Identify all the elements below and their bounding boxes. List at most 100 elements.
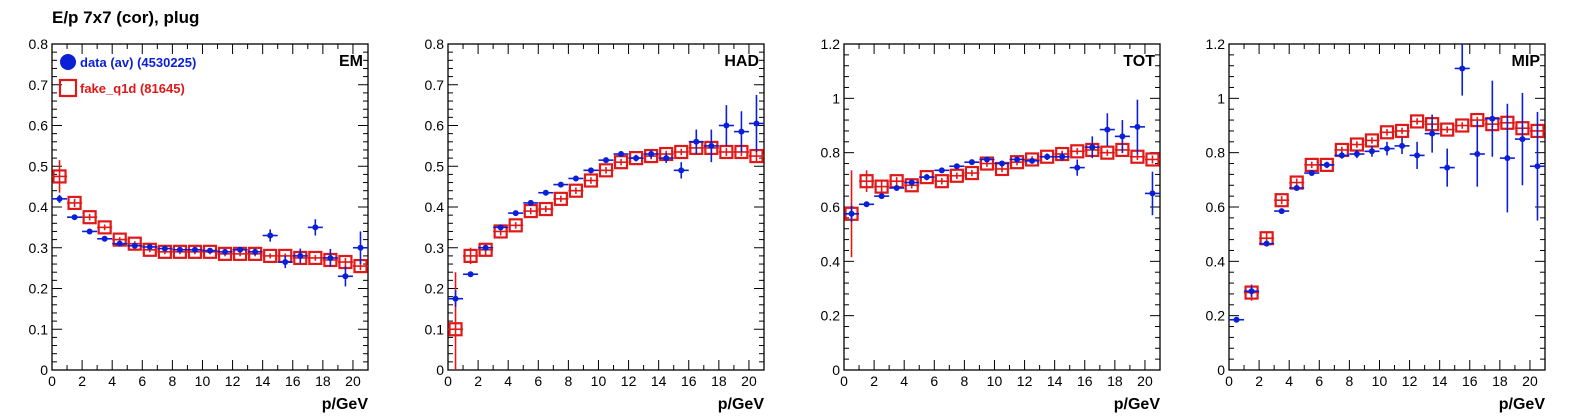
data-point (222, 248, 229, 255)
fake-point (248, 246, 263, 261)
data-point (953, 163, 960, 170)
data-point (1134, 123, 1141, 130)
panel-em: 0 0.1 0.2 0.3 0.4 0.5 0.6 0.7 0.8 0 2 4 6 8 10 12 14 16 18… (29, 36, 369, 413)
data-point (191, 246, 198, 253)
data-point (1029, 157, 1036, 164)
data-point (1044, 153, 1051, 160)
fake-point (949, 168, 964, 183)
x-tick-label: 16 (285, 373, 301, 389)
y-tick-label: 0.8 (29, 36, 49, 52)
data-point (1119, 133, 1126, 140)
x-tick-label: 14 (255, 373, 271, 389)
fake-point (187, 244, 203, 259)
fake-point (719, 144, 734, 160)
fake-point (202, 244, 218, 259)
y-tick-label: 0.5 (29, 158, 49, 174)
x-axis-label: p/GeV (322, 396, 369, 413)
x-tick-label: 20 (1522, 373, 1538, 389)
data-layer (52, 160, 368, 287)
legend: data (av) (4530225) fake_q1d (81645) (58, 54, 196, 98)
data-point (71, 214, 78, 221)
data-point (1338, 152, 1345, 159)
y-tick-label: 0.2 (29, 281, 49, 297)
fake-point (904, 178, 919, 193)
data-point (1293, 184, 1300, 191)
y-tick-label: 1 (1217, 90, 1225, 106)
data-point (1308, 170, 1315, 177)
fake-point (583, 173, 599, 188)
x-tick-label: 0 (1225, 373, 1233, 389)
data-point (467, 271, 474, 278)
y-tick-label: 1.2 (821, 36, 841, 52)
data-point (693, 138, 700, 145)
x-tick-label: 18 (315, 373, 331, 389)
data-point (282, 259, 289, 266)
x-axis-label: p/GeV (718, 396, 765, 413)
data-point (101, 235, 108, 242)
fake-point (67, 195, 82, 211)
x-tick-label: 4 (900, 373, 908, 389)
x-tick-label: 10 (195, 373, 211, 389)
data-point (1474, 151, 1481, 158)
fake-point (553, 191, 568, 206)
data-point (237, 246, 244, 253)
fake-point (1009, 155, 1025, 170)
data-point (1444, 164, 1451, 171)
x-tick-label: 8 (1345, 373, 1353, 389)
data-point (618, 151, 625, 158)
data-point (497, 224, 504, 231)
data-point (723, 122, 730, 129)
data-point (1104, 126, 1111, 133)
x-tick-label: 10 (591, 373, 607, 389)
data-point (938, 167, 945, 174)
x-tick-label: 16 (1077, 373, 1093, 389)
x-tick-label: 20 (1137, 373, 1153, 389)
data-layer (448, 94, 764, 370)
x-tick-label: 16 (1462, 373, 1478, 389)
y-tick-label: 0.7 (29, 77, 49, 93)
x-tick-label: 10 (1372, 373, 1388, 389)
fake-point (1440, 122, 1455, 137)
x-tick-label: 6 (930, 373, 938, 389)
fake-point (142, 242, 157, 257)
data-point (312, 224, 319, 231)
panel-label: MIP (1512, 53, 1541, 70)
x-tick-label: 4 (504, 373, 512, 389)
data-point (557, 181, 564, 188)
fake-point (463, 248, 478, 263)
x-tick-label: 2 (1255, 373, 1263, 389)
data-point (452, 295, 459, 302)
panel-mip: 0 0.2 0.4 0.6 0.8 1 1.2 0 2 4 6 8 10 12 14 16 18 20 p/GeV M… (1206, 36, 1546, 413)
x-tick-label: 20 (741, 373, 757, 389)
y-tick-label: 0.6 (29, 118, 49, 134)
data-point (738, 128, 745, 135)
data-point (176, 246, 183, 253)
page-title: E/p 7x7 (cor), plug (52, 8, 200, 27)
plot-frame (447, 43, 765, 371)
panel-had: 0 0.1 0.2 0.3 0.4 0.5 0.6 0.7 0.8 0 2 4 6 8 10 12 14 16 18… (425, 36, 765, 413)
x-tick-label: 12 (1402, 373, 1418, 389)
y-tick-label: 0.1 (425, 321, 445, 337)
x-tick-label: 6 (138, 373, 146, 389)
data-point (1263, 240, 1270, 247)
data-layer (1229, 44, 1545, 323)
y-tick-label: 0.4 (425, 199, 445, 215)
fake-point (964, 165, 980, 181)
data-point (753, 120, 760, 127)
data-point (207, 247, 213, 254)
x-tick-label: 12 (621, 373, 637, 389)
data-point (633, 155, 640, 162)
x-tick-label: 18 (1492, 373, 1508, 389)
x-tick-label: 8 (564, 373, 572, 389)
y-tick-label: 1 (832, 90, 840, 106)
legend-marker-data (60, 54, 76, 70)
data-point (587, 167, 594, 174)
x-tick-label: 14 (1047, 373, 1063, 389)
data-point (923, 174, 930, 181)
y-tick-label: 0.5 (425, 158, 445, 174)
fake-point (1409, 114, 1425, 129)
data-point (848, 210, 855, 217)
data-point (1353, 151, 1360, 158)
data-point (908, 179, 915, 186)
data-point (56, 195, 63, 202)
